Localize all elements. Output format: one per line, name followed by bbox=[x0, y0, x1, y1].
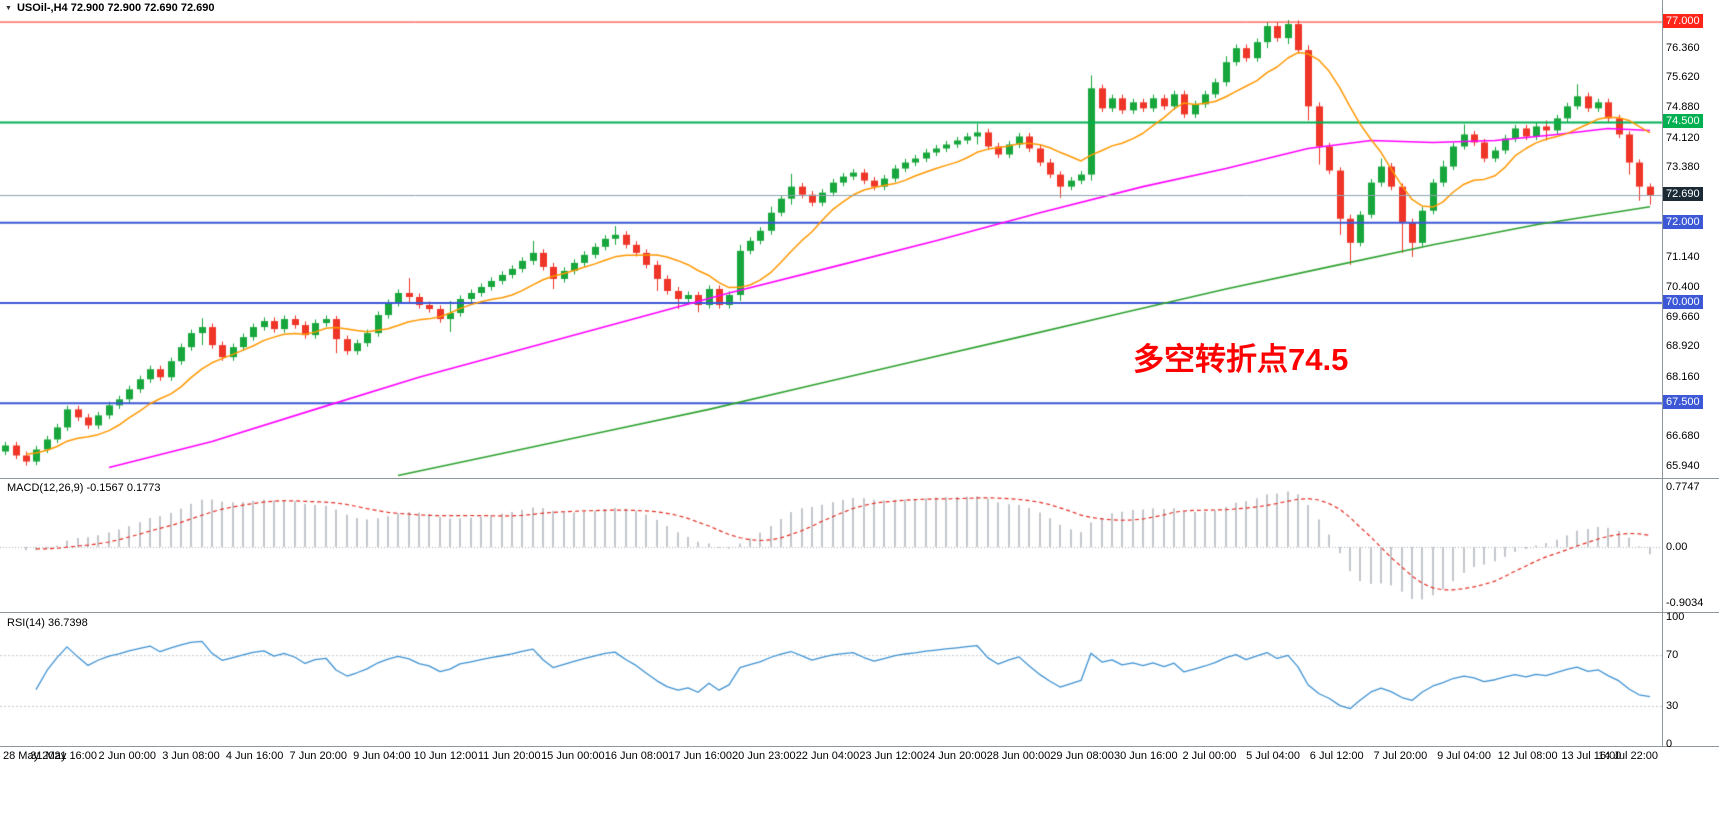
price-axis-label: 74.880 bbox=[1666, 101, 1700, 114]
time-axis-label: 15 Jun 00:00 bbox=[541, 750, 605, 762]
price-axis-label: 68.920 bbox=[1666, 340, 1700, 353]
time-axis-label: 9 Jul 04:00 bbox=[1437, 750, 1491, 762]
time-axis-label: 20 Jun 23:00 bbox=[732, 750, 796, 762]
panel-separator[interactable] bbox=[0, 746, 1719, 747]
axis-separator bbox=[1662, 0, 1663, 746]
symbol-ohlc-text: USOil-,H4 72.900 72.900 72.690 72.690 bbox=[16, 2, 215, 14]
time-axis-label: 13 Jul 16:00 bbox=[1561, 750, 1622, 762]
price-axis-label: 66.680 bbox=[1666, 430, 1700, 443]
time-axis-label: 31 May 16:00 bbox=[30, 750, 97, 762]
time-axis-label: 24 Jun 20:00 bbox=[922, 750, 987, 762]
time-axis-label: 29 Jun 08:00 bbox=[1050, 750, 1114, 762]
price-level-label: 70.000 bbox=[1663, 295, 1703, 309]
price-axis-label: 70.400 bbox=[1666, 280, 1700, 293]
time-axis-label: 11 Jun 20:00 bbox=[477, 750, 541, 762]
time-axis-label: 28 May 2021 bbox=[3, 750, 67, 762]
panel-separator[interactable] bbox=[0, 478, 1719, 479]
price-axis-label: 73.380 bbox=[1666, 161, 1700, 174]
time-axis-label: 23 Jun 12:00 bbox=[859, 750, 923, 762]
price-axis-label: 68.160 bbox=[1666, 370, 1700, 383]
panel-separator[interactable] bbox=[0, 612, 1719, 613]
rsi-indicator-label: RSI(14) 36.7398 bbox=[7, 617, 88, 629]
symbol-dropdown-icon[interactable]: ▼ bbox=[5, 4, 12, 12]
rsi-axis-label: 100 bbox=[1666, 611, 1685, 623]
price-axis-label: 76.360 bbox=[1666, 41, 1700, 54]
time-axis-label: 10 Jun 12:00 bbox=[413, 750, 478, 762]
macd-indicator-label: MACD(12,26,9) -0.1567 0.1773 bbox=[7, 482, 161, 494]
time-axis-label: 14 Jul 22:00 bbox=[1598, 750, 1658, 762]
time-axis-label: 16 Jun 08:00 bbox=[604, 750, 669, 762]
price-axis-label: 65.940 bbox=[1666, 459, 1700, 472]
macd-axis-label: -0.9034 bbox=[1666, 597, 1704, 609]
time-axis-label: 30 Jun 16:00 bbox=[1113, 750, 1178, 762]
price-axis-label: 71.140 bbox=[1666, 251, 1700, 264]
time-axis-label: 4 Jun 16:00 bbox=[225, 750, 284, 762]
current-price-label: 72.690 bbox=[1663, 187, 1703, 202]
time-axis-label: 5 Jul 04:00 bbox=[1246, 750, 1300, 762]
time-axis-label: 9 Jun 04:00 bbox=[353, 750, 411, 762]
time-axis-label: 12 Jul 08:00 bbox=[1497, 750, 1558, 762]
annotation-text[interactable]: 多空转折点74.5 bbox=[1133, 342, 1349, 377]
time-axis-label: 2 Jun 00:00 bbox=[98, 750, 157, 762]
macd-axis-label: 0.7747 bbox=[1666, 481, 1700, 493]
price-level-label: 77.000 bbox=[1663, 14, 1703, 29]
time-axis-label: 7 Jun 20:00 bbox=[289, 750, 348, 762]
price-axis-label: 75.620 bbox=[1666, 71, 1700, 84]
price-level-label: 72.000 bbox=[1663, 214, 1703, 229]
price-level-label: 67.500 bbox=[1663, 395, 1703, 410]
price-axis-label: 69.660 bbox=[1666, 310, 1700, 323]
time-axis-label: 17 Jun 16:00 bbox=[668, 750, 732, 762]
symbol-info: ▼ USOil-,H4 72.900 72.900 72.690 72.690 bbox=[5, 2, 214, 14]
time-axis-label: 3 Jun 08:00 bbox=[162, 750, 220, 762]
price-axis-label: 74.120 bbox=[1666, 131, 1700, 144]
rsi-axis-label: 30 bbox=[1666, 699, 1679, 712]
time-axis-label: 7 Jul 20:00 bbox=[1373, 750, 1428, 762]
rsi-axis-label: 70 bbox=[1666, 649, 1679, 662]
price-level-label: 74.500 bbox=[1663, 114, 1703, 129]
macd-axis-label: 0.00 bbox=[1666, 540, 1688, 553]
time-axis-label: 6 Jul 12:00 bbox=[1309, 750, 1364, 762]
time-axis-label: 28 Jun 00:00 bbox=[986, 750, 1051, 762]
time-axis-label: 22 Jun 04:00 bbox=[795, 750, 860, 762]
rsi-axis-label: 0 bbox=[1666, 738, 1673, 750]
time-axis-label: 2 Jul 00:00 bbox=[1182, 750, 1237, 762]
